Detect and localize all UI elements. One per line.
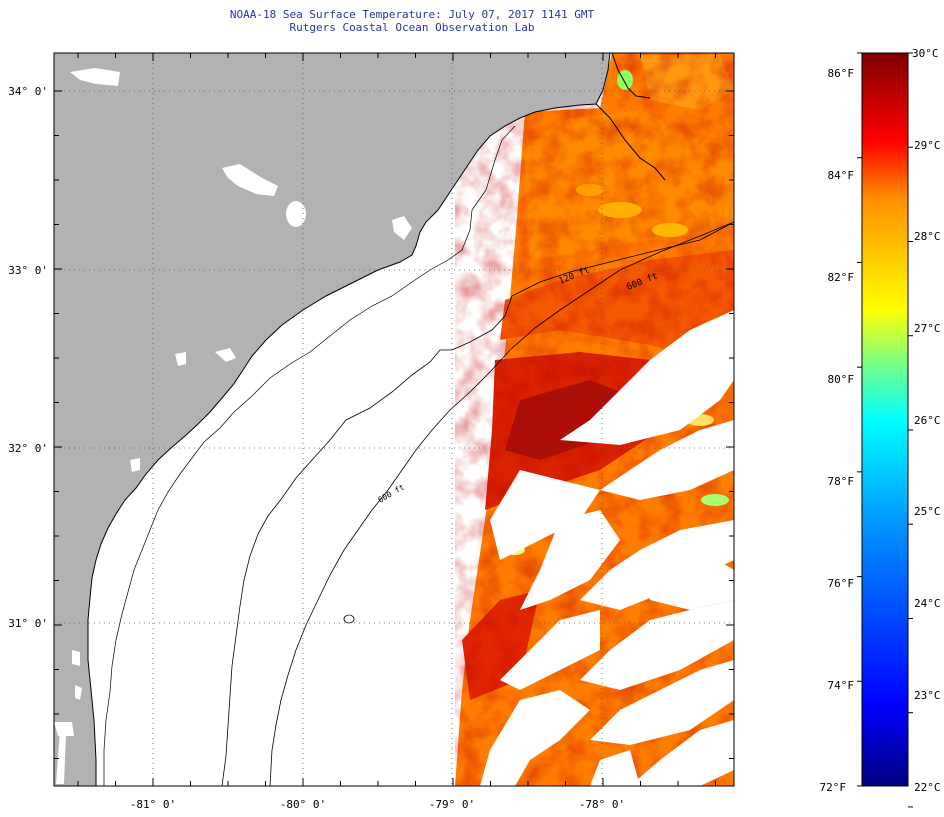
cb-c-28: 28°C bbox=[914, 230, 941, 243]
cb-c-25: 25°C bbox=[914, 505, 941, 518]
colorbar-ticks bbox=[857, 52, 913, 808]
longitude-labels: -81° 0' -80° 0' -79° 0' -78° 0' bbox=[130, 798, 625, 811]
lat-label-31: 31° 0' bbox=[8, 617, 48, 630]
isobath-600ft bbox=[269, 221, 734, 786]
lat-label-32: 32° 0' bbox=[8, 442, 48, 455]
cb-f-74: 74°F bbox=[828, 679, 855, 692]
isobath-120ft bbox=[221, 221, 734, 786]
map-area bbox=[54, 53, 734, 786]
map-subtitle: Rutgers Coastal Ocean Observation Lab bbox=[289, 21, 535, 34]
colorbar-celsius-labels: 30°C 29°C 28°C 27°C 26°C 25°C 24°C 23°C … bbox=[912, 47, 941, 794]
lon-label-81: -81° 0' bbox=[130, 798, 176, 811]
cb-f-86: 86°F bbox=[828, 67, 855, 80]
coastline bbox=[87, 53, 666, 786]
cb-c-27: 27°C bbox=[914, 322, 941, 335]
lat-label-34: 34° 0' bbox=[8, 85, 48, 98]
cb-f-82: 82°F bbox=[828, 271, 855, 284]
cb-c-22: 22°C bbox=[914, 781, 941, 794]
cb-f-78: 78°F bbox=[828, 475, 855, 488]
cb-c-23: 23°C bbox=[914, 689, 941, 702]
cb-f-84: 84°F bbox=[828, 169, 855, 182]
graticule bbox=[54, 53, 734, 786]
map-frame bbox=[53, 52, 735, 787]
inland-lakes bbox=[54, 68, 412, 784]
axis-ticks bbox=[54, 53, 734, 786]
cb-f-80: 80°F bbox=[828, 373, 855, 386]
cb-c-26: 26°C bbox=[914, 414, 941, 427]
map-title: NOAA-18 Sea Surface Temperature: July 07… bbox=[229, 8, 595, 21]
cb-c-29: 29°C bbox=[914, 139, 941, 152]
lon-label-80: -80° 0' bbox=[280, 798, 326, 811]
land-mass bbox=[54, 53, 610, 786]
latitude-labels: 34° 0' 33° 0' 32° 0' 31° 0' bbox=[8, 85, 48, 630]
inner-shelf-contour bbox=[103, 125, 516, 786]
cb-c-30: 30°C bbox=[912, 47, 939, 60]
lon-label-78: -78° 0' bbox=[579, 798, 625, 811]
cloud-cover bbox=[480, 310, 734, 786]
lat-label-33: 33° 0' bbox=[8, 264, 48, 277]
cb-c-24: 24°C bbox=[914, 597, 941, 610]
colorbar bbox=[861, 52, 909, 787]
colorbar-fahrenheit-labels: 86°F 84°F 82°F 80°F 78°F 76°F 74°F 72°F bbox=[820, 67, 855, 794]
cb-f-72: 72°F bbox=[820, 781, 847, 794]
cb-f-76: 76°F bbox=[828, 577, 855, 590]
lon-label-79: -79° 0' bbox=[429, 798, 475, 811]
